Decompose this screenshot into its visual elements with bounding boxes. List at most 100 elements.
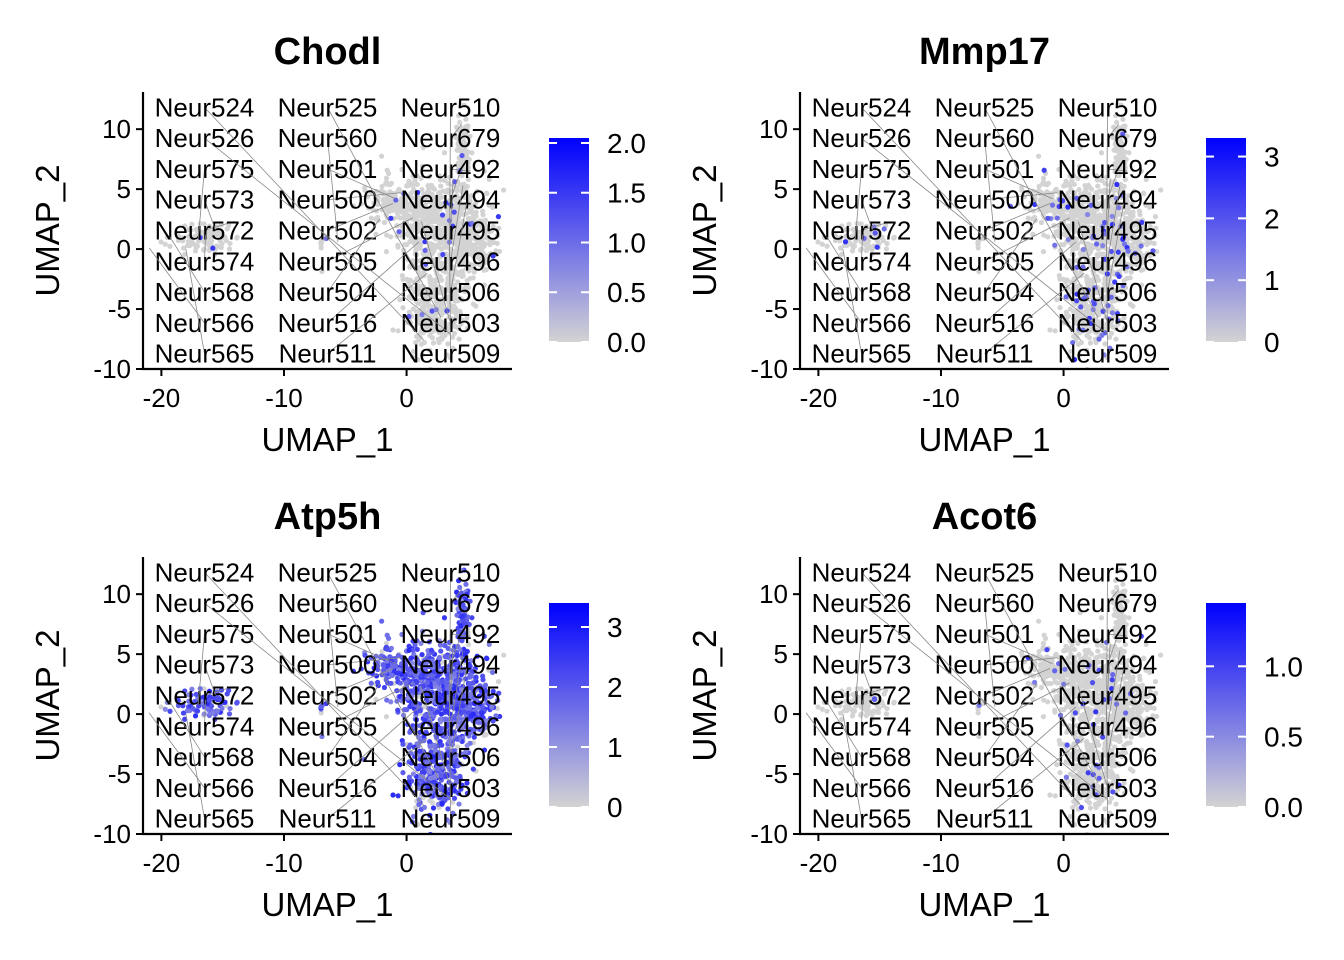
point <box>420 145 426 151</box>
cluster-label: Neur504 <box>278 277 378 307</box>
point <box>406 224 412 230</box>
cluster-label: Neur560 <box>278 123 378 153</box>
point <box>1064 320 1071 326</box>
point <box>1071 222 1077 228</box>
point <box>444 206 450 213</box>
colorbar-tick-label: 0.0 <box>607 327 646 358</box>
cluster-label: Neur500 <box>278 185 378 215</box>
point-expressed <box>450 223 456 229</box>
point <box>1071 181 1077 188</box>
point <box>1152 214 1159 220</box>
point <box>1074 283 1080 289</box>
point <box>470 246 476 252</box>
point <box>466 209 473 215</box>
colorbar-tick-label: 1 <box>607 732 623 763</box>
point <box>1071 173 1077 179</box>
point <box>435 212 441 219</box>
point <box>395 242 401 248</box>
cluster-label: Neur511 <box>936 339 1034 369</box>
point <box>1107 283 1114 290</box>
point <box>319 268 325 275</box>
point-expressed <box>388 699 394 705</box>
point <box>400 276 406 282</box>
point <box>388 180 394 186</box>
point <box>464 325 470 331</box>
cluster-label: Neur573 <box>812 185 912 215</box>
colorbar <box>549 603 589 807</box>
point <box>1129 231 1135 237</box>
point <box>436 189 443 196</box>
cluster-label: Neur500 <box>278 650 378 680</box>
point <box>1138 282 1145 288</box>
point <box>1128 236 1135 242</box>
point <box>442 177 448 183</box>
point <box>427 274 433 280</box>
plot-title: Atp5h <box>274 496 382 538</box>
point <box>412 177 418 183</box>
point <box>1066 228 1072 234</box>
point <box>372 195 379 201</box>
point <box>192 233 198 240</box>
point-expressed <box>424 836 429 841</box>
point <box>1119 156 1126 162</box>
point <box>400 230 406 236</box>
point <box>414 181 420 188</box>
point <box>318 239 324 245</box>
point <box>474 250 480 256</box>
point <box>481 282 488 288</box>
x-tick-label: 0 <box>1056 383 1070 413</box>
point-expressed <box>384 646 390 652</box>
point <box>1138 168 1144 174</box>
point-expressed <box>1045 215 1051 221</box>
cluster-label: Neur573 <box>155 650 255 680</box>
point <box>384 167 390 173</box>
cluster-label: Neur526 <box>812 123 912 153</box>
point <box>454 254 461 260</box>
cluster-label: Neur502 <box>278 681 378 711</box>
point <box>1121 325 1127 331</box>
point <box>388 234 394 240</box>
label-leader-line <box>204 107 425 341</box>
point <box>1070 244 1076 251</box>
point <box>431 229 438 235</box>
colorbar-tick-label: 1.0 <box>607 227 646 258</box>
point <box>1116 103 1122 109</box>
cluster-label: Neur509 <box>401 339 501 369</box>
point <box>494 240 500 246</box>
point <box>1067 306 1074 312</box>
point <box>368 215 374 221</box>
point <box>383 249 390 255</box>
point-expressed <box>388 215 394 221</box>
point-expressed <box>422 239 428 245</box>
point <box>1121 278 1127 284</box>
point <box>424 371 429 376</box>
point <box>418 175 424 181</box>
cluster-label: Neur526 <box>155 123 255 153</box>
point <box>1093 221 1100 227</box>
point <box>1093 173 1100 179</box>
point <box>1099 289 1105 295</box>
label-leader-line <box>327 218 380 293</box>
point <box>390 327 396 333</box>
point-expressed <box>406 313 412 320</box>
panel-atp5h: Neur679Neur492Neur494Neur495Neur496Neur5… <box>29 496 623 923</box>
point <box>1127 301 1133 307</box>
point <box>389 207 395 213</box>
point <box>487 229 493 235</box>
point <box>414 316 420 322</box>
point <box>451 330 458 336</box>
point <box>450 345 456 351</box>
point-expressed <box>393 197 399 203</box>
point <box>1133 228 1139 234</box>
point <box>1112 233 1118 239</box>
label-leader-line <box>327 168 396 200</box>
point <box>436 207 442 213</box>
point <box>201 246 207 252</box>
point <box>407 320 414 326</box>
point <box>1086 197 1092 203</box>
y-tick-label: 10 <box>759 114 788 144</box>
point <box>1128 269 1134 275</box>
point <box>1100 251 1106 257</box>
point <box>1037 196 1043 203</box>
point <box>419 304 426 310</box>
